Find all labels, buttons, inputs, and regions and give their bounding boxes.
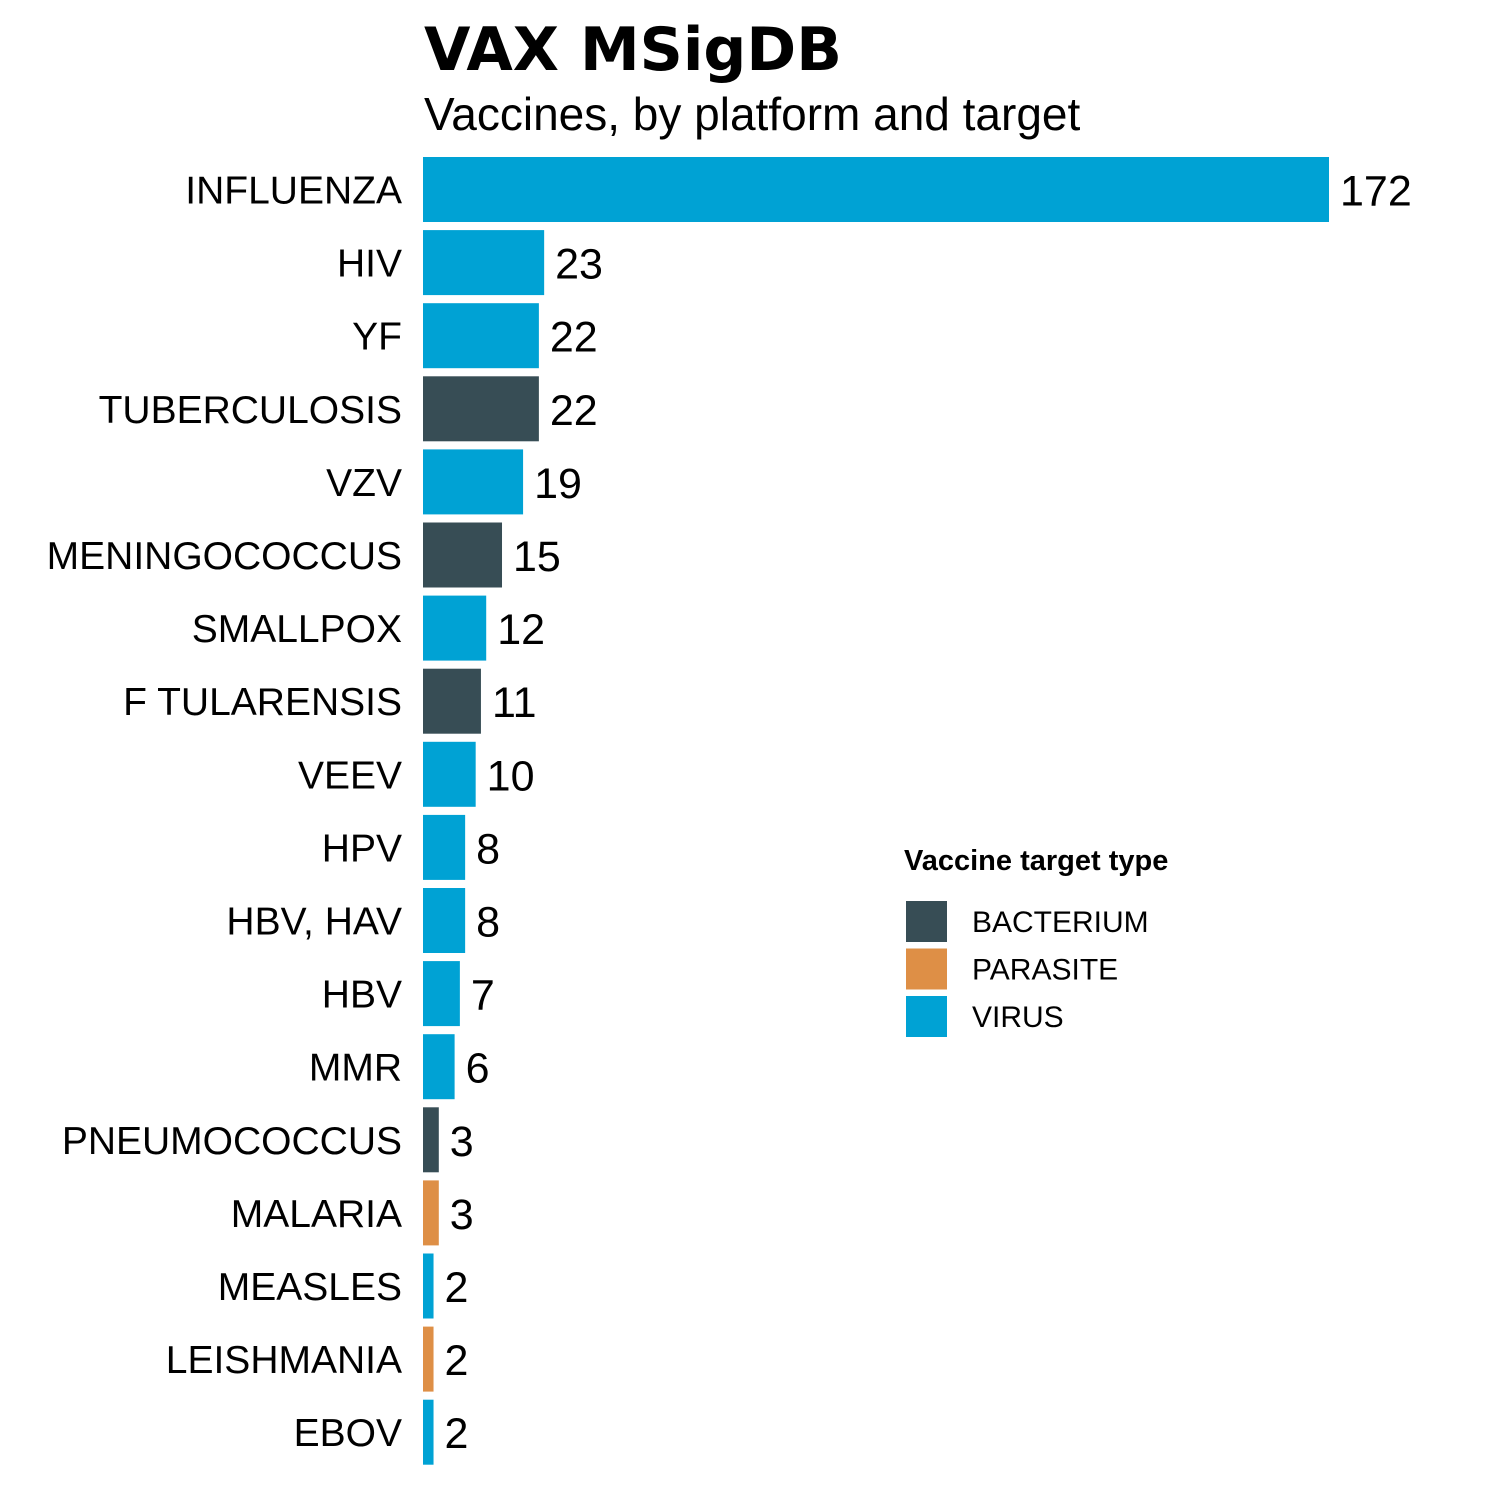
legend-label-parasite: PARASITE — [972, 954, 1118, 987]
bar-hpv — [423, 814, 466, 880]
category-label-measles: MEASLES — [218, 1266, 402, 1309]
value-label-hiv: 23 — [555, 241, 603, 289]
value-label-hbv-hav: 8 — [476, 899, 500, 947]
category-label-leishmania: LEISHMANIA — [166, 1339, 402, 1382]
category-label-yf: YF — [352, 316, 402, 359]
category-label-meningococcus: MENINGOCOCCUS — [47, 535, 402, 578]
value-label-vzv: 19 — [534, 460, 582, 508]
value-label-meningococcus: 15 — [513, 533, 561, 581]
value-label-pneumococcus: 3 — [450, 1118, 474, 1166]
category-label-smallpox: SMALLPOX — [192, 608, 402, 651]
value-label-tuberculosis: 22 — [550, 387, 598, 435]
bar-mmr — [423, 1034, 455, 1100]
value-label-leishmania: 2 — [445, 1337, 469, 1385]
value-label-hpv: 8 — [476, 825, 500, 873]
value-label-veev: 10 — [487, 752, 535, 800]
legend-label-virus: VIRUS — [972, 1001, 1064, 1034]
bar-influenza — [423, 157, 1329, 222]
bar-smallpox — [423, 595, 487, 661]
bar-tuberculosis — [423, 376, 539, 442]
chart-title: VAX MSigDB — [424, 15, 842, 85]
category-label-tuberculosis: TUBERCULOSIS — [99, 389, 402, 432]
legend-swatch-parasite — [906, 948, 947, 990]
legend: Vaccine target type BACTERIUM PARASITE VIR… — [904, 845, 1168, 1037]
bar-ebov — [423, 1399, 434, 1465]
bar-meningococcus — [423, 522, 503, 588]
legend-swatch-bacterium — [906, 901, 947, 942]
category-label-vzv: VZV — [326, 462, 402, 505]
value-label-yf: 22 — [550, 314, 598, 362]
bar-pneumococcus — [423, 1107, 439, 1173]
category-label-malaria: MALARIA — [231, 1193, 402, 1236]
bar-measles — [423, 1253, 434, 1319]
bar-f-tularensis — [423, 668, 481, 734]
value-label-ebov: 2 — [445, 1410, 469, 1458]
category-label-hpv: HPV — [322, 827, 402, 870]
bar-yf — [423, 303, 539, 369]
value-label-malaria: 3 — [450, 1191, 474, 1239]
category-label-f-tularensis: F TULARENSIS — [123, 681, 402, 724]
bar-vzv — [423, 449, 524, 515]
category-label-hbv-hav: HBV, HAV — [226, 901, 402, 944]
category-label-mmr: MMR — [309, 1047, 402, 1090]
category-label-pneumococcus: PNEUMOCOCCUS — [62, 1120, 402, 1163]
category-label-veev: VEEV — [298, 754, 402, 797]
legend-title: Vaccine target type — [904, 845, 1168, 877]
value-label-smallpox: 12 — [497, 606, 545, 654]
value-label-mmr: 6 — [466, 1045, 490, 1093]
legend-label-bacterium: BACTERIUM — [972, 906, 1149, 939]
bar-hbv-hav — [423, 888, 466, 953]
value-label-measles: 2 — [445, 1264, 469, 1312]
value-label-hbv: 7 — [471, 972, 495, 1020]
chart-subtitle: Vaccines, by platform and target — [424, 88, 1080, 140]
value-label-f-tularensis: 11 — [492, 679, 537, 727]
bar-veev — [423, 741, 476, 807]
legend-items: BACTERIUM PARASITE VIRUS — [906, 901, 1149, 1037]
value-label-influenza: 172 — [1340, 168, 1412, 216]
bar-malaria — [423, 1180, 439, 1246]
category-label-hiv: HIV — [337, 243, 402, 286]
legend-swatch-virus — [906, 996, 947, 1037]
category-label-ebov: EBOV — [294, 1412, 402, 1455]
bar-leishmania — [423, 1326, 434, 1392]
bar-hiv — [423, 230, 545, 296]
category-label-influenza: INFLUENZA — [185, 170, 402, 213]
bar-hbv — [423, 961, 460, 1027]
category-label-hbv: HBV — [322, 974, 402, 1017]
